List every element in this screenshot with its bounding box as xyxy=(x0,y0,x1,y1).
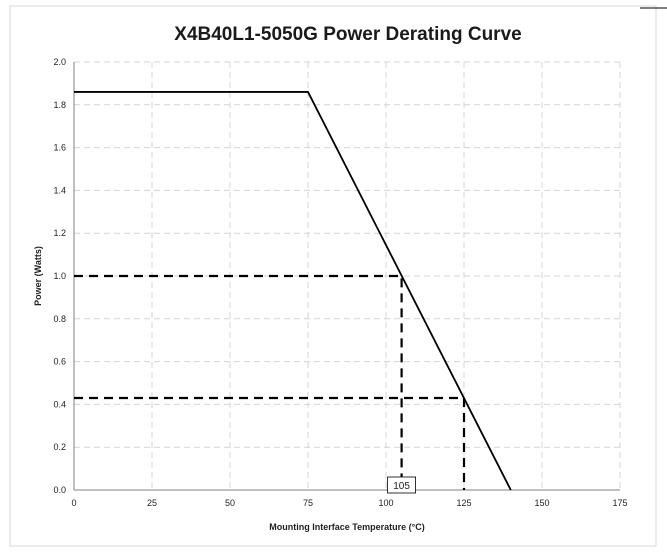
x-tick-label-6: 150 xyxy=(534,498,549,508)
x-tick-label-7: 175 xyxy=(612,498,627,508)
series-line-0 xyxy=(74,91,512,491)
x-axis-label: Mounting Interface Temperature (°C) xyxy=(269,522,424,532)
chart-title: X4B40L1-5050G Power Derating Curve xyxy=(174,24,521,45)
reference-line-0 xyxy=(74,274,403,490)
x-tick-label-5: 125 xyxy=(456,498,471,508)
tick-labels: 0.0 0.2 0.4 0.6 0.8 1.0 1.2 1.4 1.6 1.8 2.0 0 25 50 75… xyxy=(53,57,627,508)
callout-box-0 xyxy=(387,476,417,494)
callout-label-0: 105 xyxy=(393,481,410,492)
y-tick-label-5: 1.0 xyxy=(53,271,66,281)
x-tick-label-4: 100 xyxy=(378,498,393,508)
y-axis-label: Power (Watts) xyxy=(33,246,43,306)
x-tick-label-3: 75 xyxy=(303,498,313,508)
y-tick-label-2: 0.4 xyxy=(53,399,66,409)
x-tick-label-0: 0 xyxy=(71,498,76,508)
y-tick-label-7: 1.4 xyxy=(53,185,66,195)
x-tick-label-2: 50 xyxy=(225,498,235,508)
x-tick-label-1: 25 xyxy=(147,498,157,508)
y-tick-label-9: 1.8 xyxy=(53,100,66,110)
series-layer xyxy=(74,91,512,491)
y-tick-label-1: 0.2 xyxy=(53,442,66,452)
annotations: 105 xyxy=(387,476,417,494)
y-tick-label-6: 1.2 xyxy=(53,228,66,238)
y-tick-label-3: 0.6 xyxy=(53,357,66,367)
y-tick-label-4: 0.8 xyxy=(53,314,66,324)
y-tick-label-0: 0.0 xyxy=(53,485,66,495)
y-tick-label-8: 1.6 xyxy=(53,143,66,153)
y-tick-label-10: 2.0 xyxy=(53,57,66,67)
